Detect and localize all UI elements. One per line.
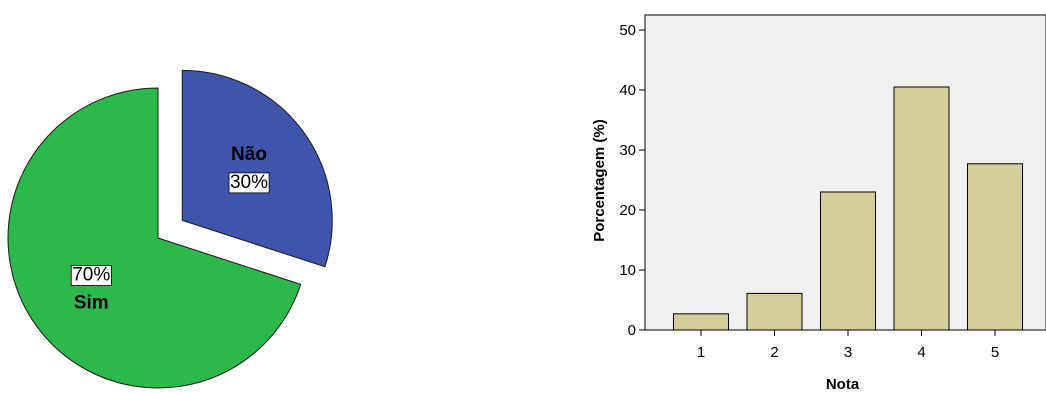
bar-nota-1 [673,313,729,331]
x-tick-label: 5 [991,344,999,361]
y-tick-label: 30 [619,142,636,159]
y-tick-label: 20 [619,202,636,219]
bar-nota-4 [893,86,950,331]
y-axis-title: Porcentagem (%) [591,119,608,242]
pie-chart: Não 30% Sim 70% [7,69,333,389]
pie-label-sim: Sim 70% [70,264,112,313]
y-axis: 0 10 20 30 40 50 [619,22,645,339]
bar-nota-5 [967,163,1023,331]
bar-nota-3 [820,191,876,331]
pie-percent-label-n-o: 30% [230,172,268,193]
y-tick-label: 50 [619,22,636,39]
x-axis-title: Nota [826,376,860,393]
pie-slice-n-o [181,69,333,268]
x-axis: 1 2 3 4 5 [697,330,999,361]
y-tick-label: 10 [619,262,636,279]
pie-label-n-o: Não 30% [228,144,270,194]
x-tick-label: 4 [917,344,925,361]
x-tick-label: 3 [844,344,852,361]
pie-slice-name-n-o: Não [231,144,267,165]
bar-nota-2 [746,292,803,331]
pie-percent-box-sim [70,265,112,286]
x-tick-label: 2 [770,344,778,361]
y-tick-label: 0 [628,322,636,339]
pie-slice-name-sim: Sim [74,292,109,313]
x-tick-label: 1 [697,344,705,361]
y-tick-label: 40 [619,82,636,99]
pie-slice-sim [7,87,302,389]
bar-chart: 0 10 20 30 40 50 1 2 3 4 5 Nota Porcentagem (%) [591,14,1046,393]
pie-percent-box-n-o [228,172,270,194]
pie-percent-label-sim: 70% [72,264,110,285]
